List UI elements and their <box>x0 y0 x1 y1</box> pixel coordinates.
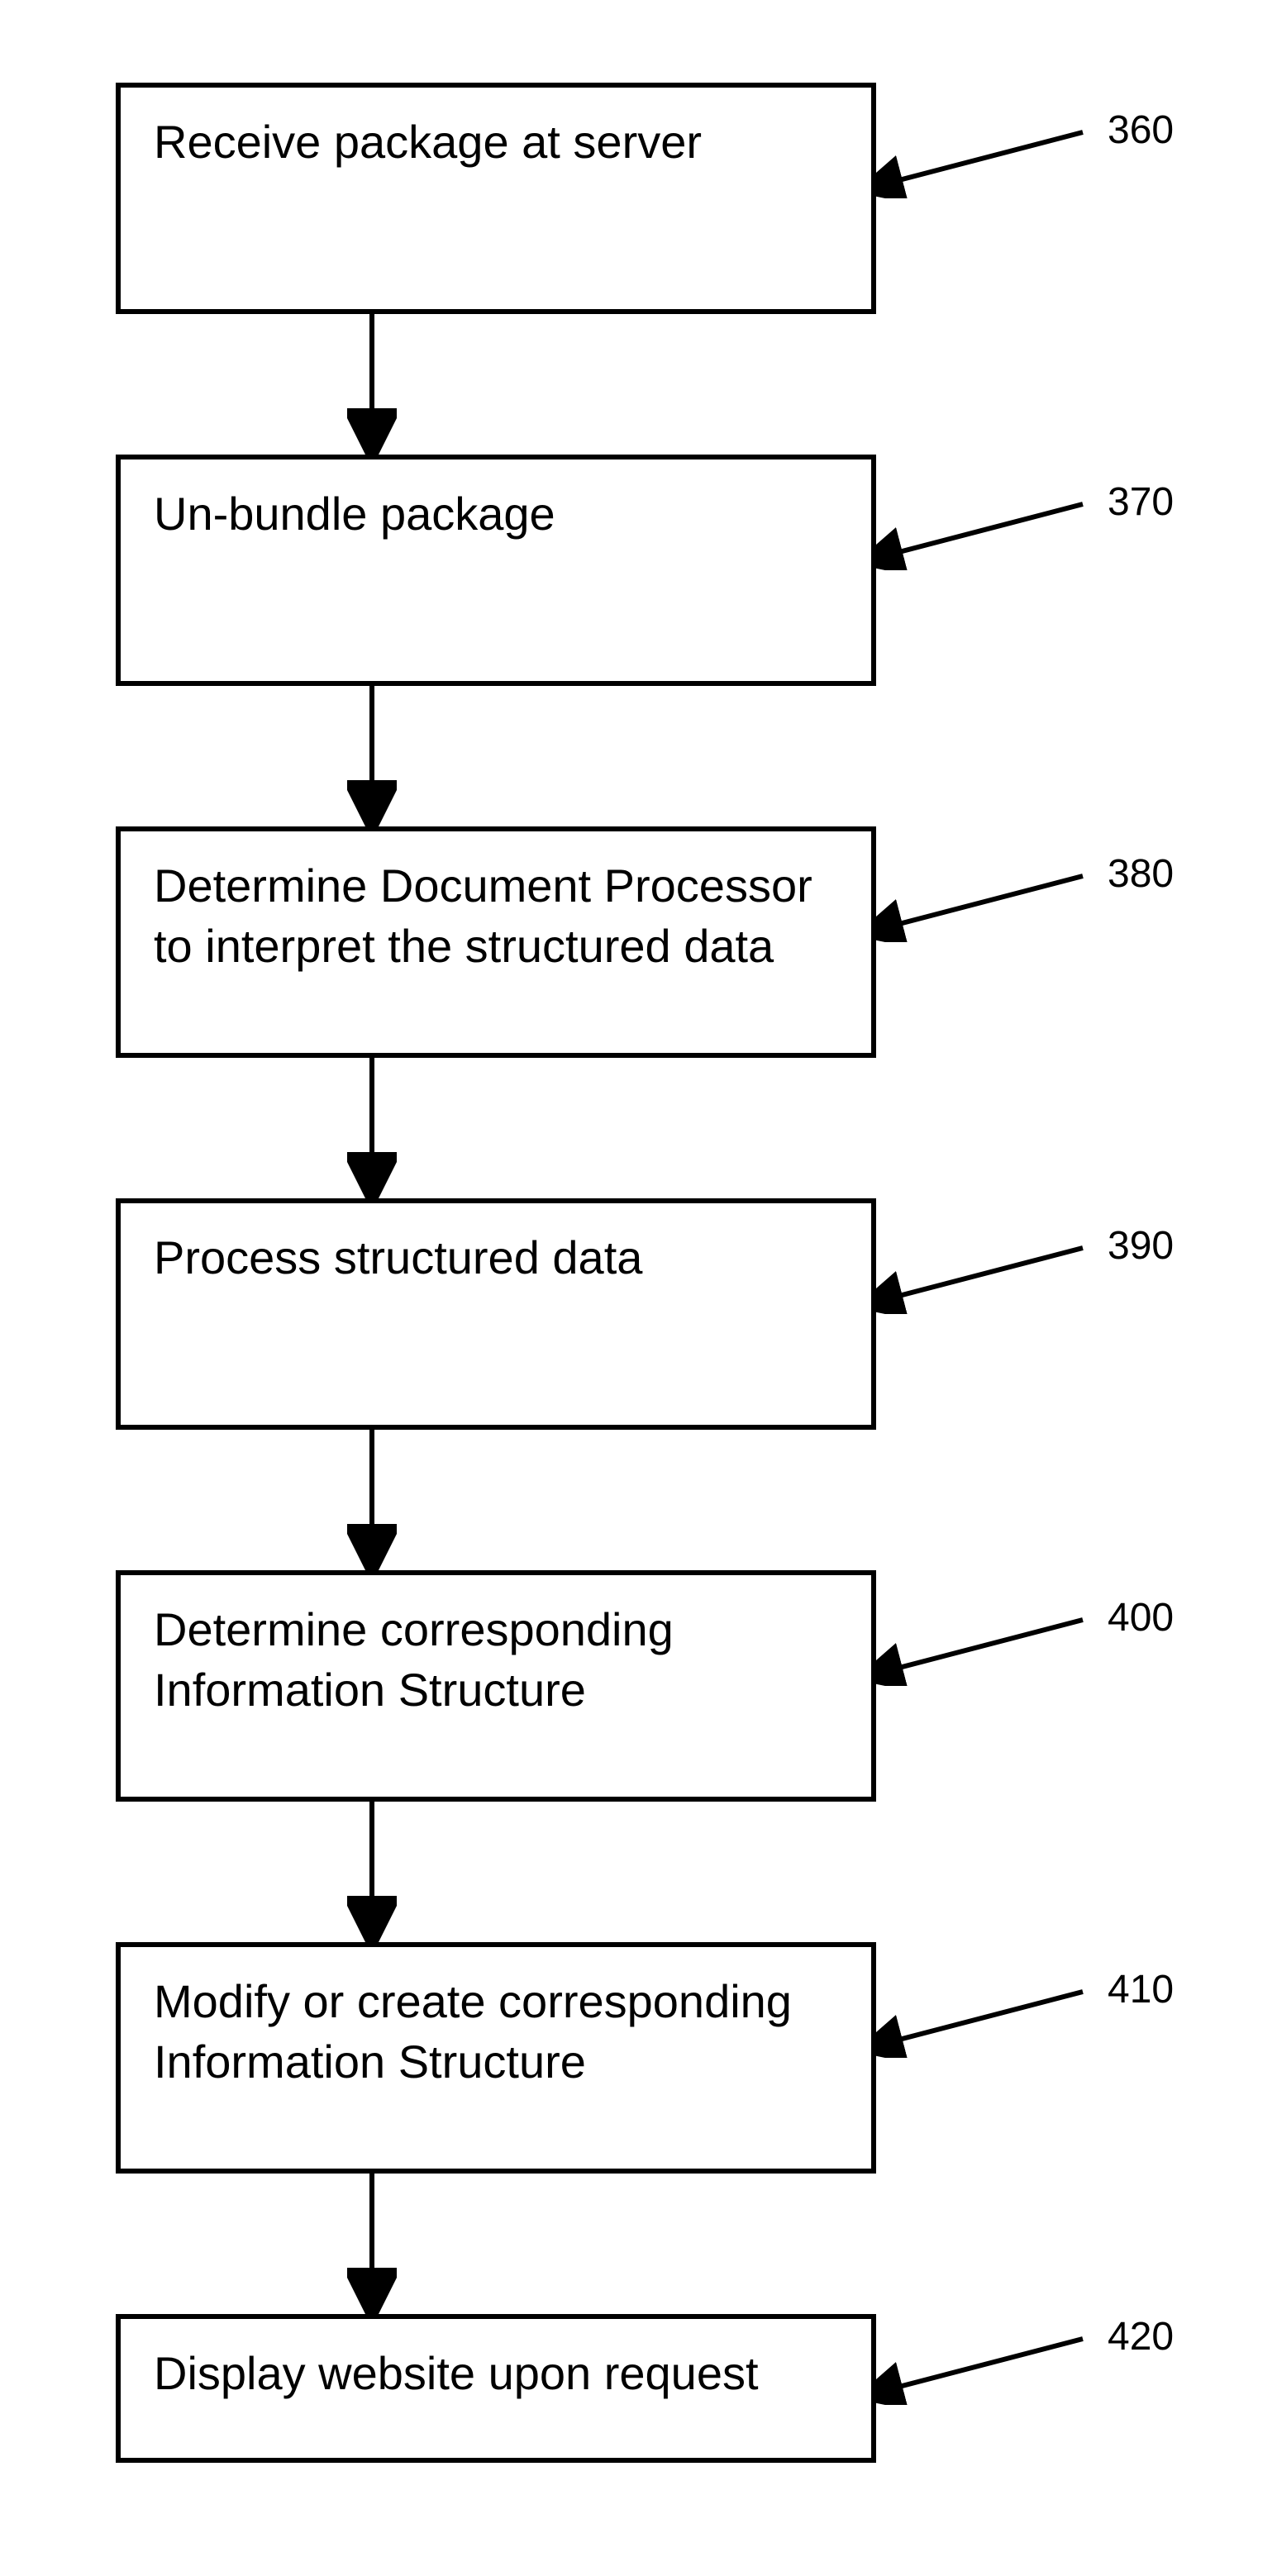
flow-node-text: Receive package at server <box>154 112 702 173</box>
label-arrow-icon <box>876 1240 1099 1314</box>
flow-node-label: 400 <box>1108 1595 1174 1640</box>
flow-node-text: Process structured data <box>154 1228 642 1288</box>
flow-arrow-icon <box>347 1430 397 1578</box>
flow-node-420: Display website upon request <box>116 2314 876 2463</box>
flow-node-label: 360 <box>1108 107 1174 153</box>
flow-node-label: 370 <box>1108 479 1174 525</box>
flow-node-text: Determine corresponding Information Stru… <box>154 1600 838 1721</box>
label-arrow-icon <box>876 1612 1099 1686</box>
flow-node-360: Receive package at server <box>116 83 876 314</box>
flow-node-410: Modify or create corresponding Informati… <box>116 1942 876 2174</box>
flow-node-390: Process structured data <box>116 1198 876 1430</box>
flow-arrow-icon <box>347 314 397 463</box>
flow-arrow-icon <box>347 1058 397 1207</box>
flow-node-label: 410 <box>1108 1967 1174 2012</box>
label-arrow-icon <box>876 2331 1099 2405</box>
flow-arrow-icon <box>347 686 397 835</box>
flow-node-text: Determine Document Processor to interpre… <box>154 856 838 977</box>
flow-node-text: Modify or create corresponding Informati… <box>154 1972 838 2093</box>
flow-arrow-icon <box>347 2174 397 2322</box>
flow-node-text: Un-bundle package <box>154 484 555 545</box>
flow-node-label: 380 <box>1108 851 1174 897</box>
label-arrow-icon <box>876 496 1099 570</box>
flow-node-400: Determine corresponding Information Stru… <box>116 1570 876 1802</box>
label-arrow-icon <box>876 124 1099 198</box>
label-arrow-icon <box>876 868 1099 942</box>
flow-node-text: Display website upon request <box>154 2344 759 2404</box>
flow-node-label: 420 <box>1108 2314 1174 2359</box>
flow-node-370: Un-bundle package <box>116 455 876 686</box>
flow-node-label: 390 <box>1108 1223 1174 1269</box>
flow-node-380: Determine Document Processor to interpre… <box>116 826 876 1058</box>
label-arrow-icon <box>876 1983 1099 2058</box>
flow-arrow-icon <box>347 1802 397 1950</box>
